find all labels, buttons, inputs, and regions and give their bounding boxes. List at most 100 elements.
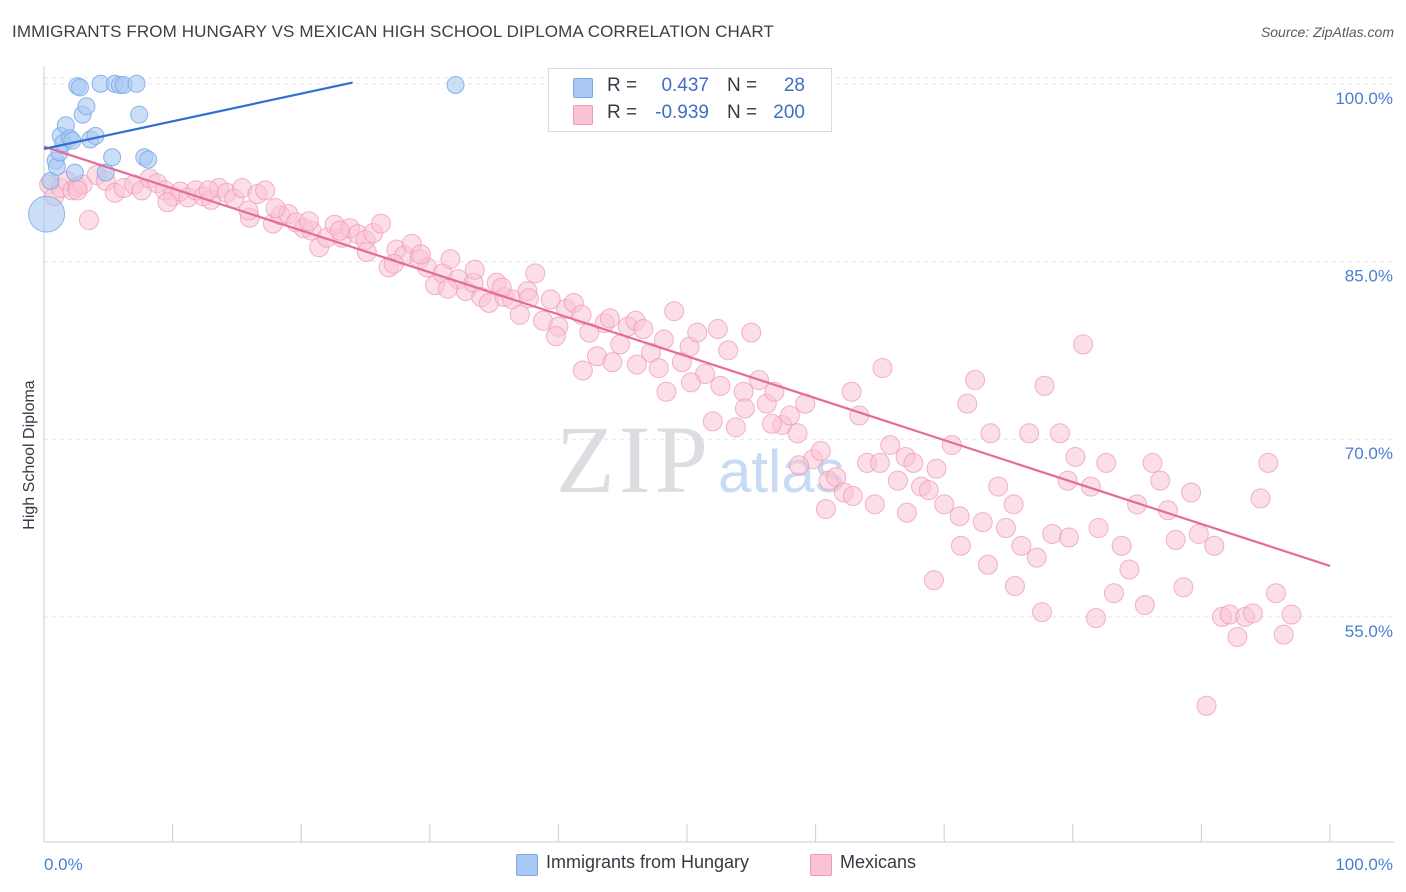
mexicans-point (1165, 529, 1186, 550)
mexicans-point (440, 249, 461, 270)
mexicans-point (1042, 523, 1063, 544)
mexicans-point (1134, 595, 1155, 616)
mexicans-point (1258, 452, 1279, 473)
mexicans-point (1142, 452, 1163, 473)
mexicans-point (602, 352, 623, 373)
mexicans-point (741, 322, 762, 343)
mexicans-point (779, 405, 800, 426)
mexicans-point (923, 570, 944, 591)
legend-n-label: N = (727, 102, 758, 123)
mexicans-point (872, 358, 893, 379)
mexicans-point (718, 340, 739, 361)
mexicans-point (1181, 482, 1202, 503)
mexicans-point (842, 486, 863, 507)
legend-label-mexicans: Mexicans (840, 852, 917, 872)
mexicans-point (525, 263, 546, 284)
mexicans-point (572, 360, 593, 381)
series-legend: Immigrants from Hungary Mexicans (0, 852, 1406, 878)
mexicans-point (1073, 334, 1094, 355)
mexicans-point (1250, 488, 1271, 509)
mexicans-point (1085, 608, 1106, 629)
mexicans-point (1188, 523, 1209, 544)
y-tick-label: 70.0% (1345, 444, 1393, 463)
mexicans-point (1119, 559, 1140, 580)
hungary-point (127, 74, 146, 93)
mexicans-point (869, 452, 890, 473)
mexicans-point (1058, 527, 1079, 548)
chart-title: IMMIGRANTS FROM HUNGARY VS MEXICAN HIGH … (12, 22, 774, 41)
mexicans-point (648, 358, 669, 379)
mexicans-point (1019, 423, 1040, 444)
mexicans-point (687, 322, 708, 343)
mexicans-point (410, 244, 431, 265)
hungary-point (103, 148, 122, 167)
mexicans-point (464, 259, 485, 280)
mexicans-point (1088, 518, 1109, 539)
legend-n-value: 28 (783, 75, 805, 96)
mexicans-point (1242, 603, 1263, 624)
mexicans-point (934, 494, 955, 515)
y-tick-labels: 100.0% 85.0% 70.0% 55.0% (1335, 89, 1393, 641)
legend-row-mexicans: R = -0.939 N = 200 (549, 101, 831, 127)
x-tick-label-start: 0.0% (44, 855, 83, 874)
mexicans-point (545, 326, 566, 347)
hungary-point (139, 150, 158, 169)
mexicans-point (157, 192, 178, 213)
legend-r-label: R = (607, 102, 638, 123)
mexicans-point (972, 512, 993, 533)
mexicans-point (1111, 535, 1132, 556)
mexicans-point (633, 319, 654, 340)
mexicans-point (509, 304, 530, 325)
mexicans-point (491, 277, 512, 298)
mexicans-point (734, 398, 755, 419)
mexicans-point (656, 381, 677, 402)
mexicans-point (707, 319, 728, 340)
series-mexicans (39, 164, 1302, 716)
mexicans-point (903, 452, 924, 473)
mexicans-trend-line (43, 145, 1331, 568)
legend-swatch-mexicans (810, 854, 832, 876)
mexicans-point (725, 417, 746, 438)
mexicans-point (67, 180, 88, 201)
mexicans-point (926, 458, 947, 479)
y-tick-label: 85.0% (1345, 266, 1393, 285)
hungary-point (71, 78, 90, 97)
mexicans-point (1065, 446, 1086, 467)
mexicans-point (626, 354, 647, 375)
mexicans-point (949, 506, 970, 527)
mexicans-point (1034, 375, 1055, 396)
mexicans-point (664, 301, 685, 322)
legend-n-label: N = (727, 75, 758, 96)
mexicans-point (788, 455, 809, 476)
mexicans-point (599, 308, 620, 329)
mexicans-point (1265, 583, 1286, 604)
mexicans-point (1004, 576, 1025, 597)
mexicans-point (980, 423, 1001, 444)
mexicans-point (370, 213, 391, 234)
legend-swatch-mexicans (573, 105, 593, 125)
legend-r-value: -0.939 (655, 102, 709, 123)
mexicans-point (265, 198, 286, 219)
mexicans-point (896, 502, 917, 523)
trend-lines (43, 81, 1331, 568)
mexicans-point (1204, 535, 1225, 556)
mexicans-point (761, 413, 782, 434)
y-tick-label: 100.0% (1335, 89, 1393, 108)
hungary-trend-line (43, 81, 353, 151)
hungary-point (446, 75, 465, 94)
mexicans-point (1281, 604, 1302, 625)
legend-swatch-hungary (516, 854, 538, 876)
mexicans-point (79, 210, 100, 231)
mexicans-point (977, 554, 998, 575)
y-axis-label: High School Diploma (21, 380, 38, 530)
mexicans-point (965, 369, 986, 390)
mexicans-point (680, 372, 701, 393)
hungary-point (77, 97, 96, 116)
mexicans-point (1096, 452, 1117, 473)
mexicans-point (298, 211, 319, 232)
mexicans-point (787, 423, 808, 444)
mexicans-point (702, 411, 723, 432)
watermark-zip: ZIP (556, 406, 712, 513)
mexicans-point (1127, 494, 1148, 515)
legend-n-value: 200 (773, 102, 805, 123)
